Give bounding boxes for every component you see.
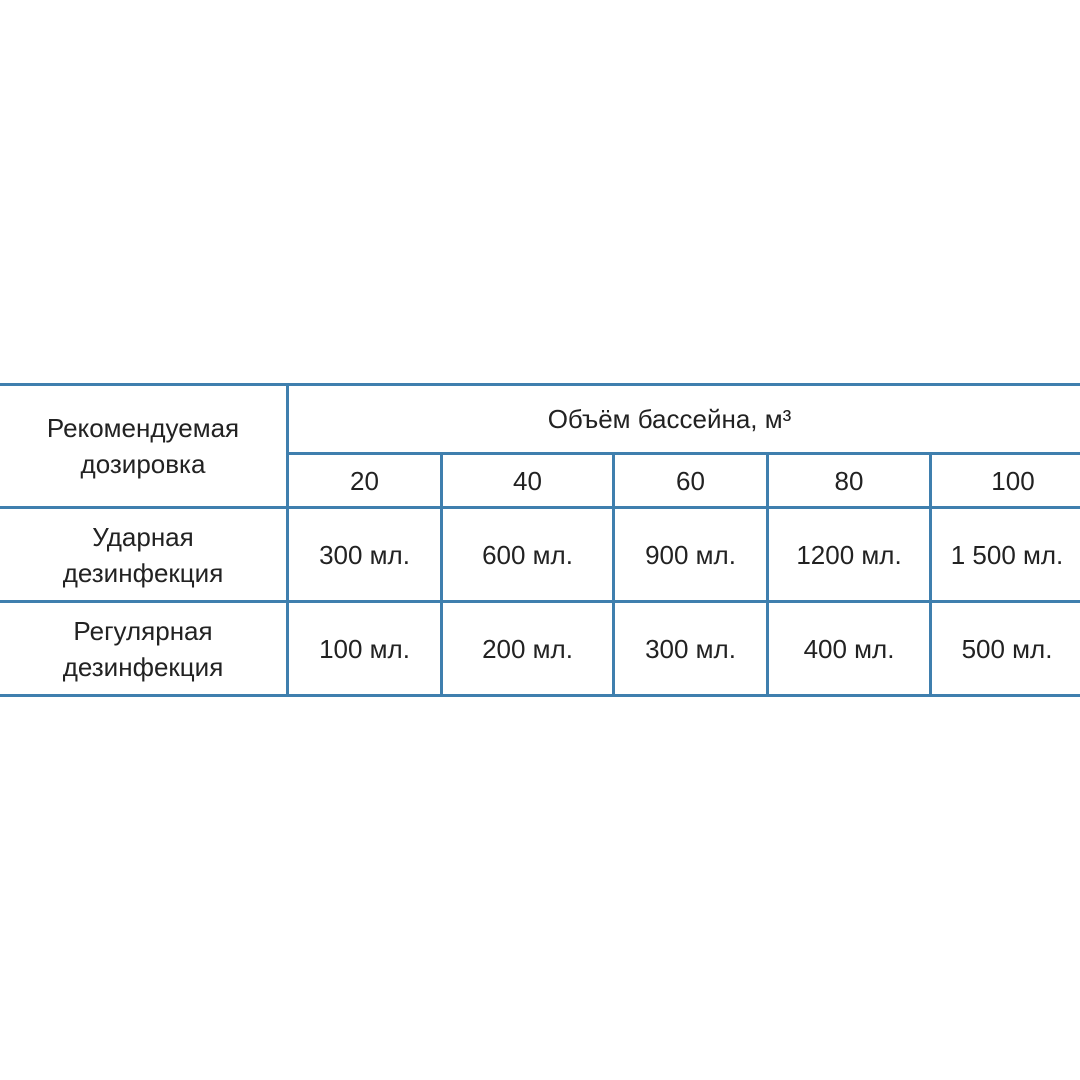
table-cell: 400 мл. (803, 633, 895, 664)
table-cell: 1 500 мл. (950, 539, 1064, 570)
table-border-row1-bottom (0, 600, 1080, 603)
row-label-regular: Регулярная дезинфекция (62, 615, 224, 682)
table-border-bottom (0, 694, 1080, 697)
group-header: Объём бассейна, м³ (547, 404, 792, 434)
table-cell: 300 мл. (645, 633, 736, 664)
table-cell: 500 мл. (961, 633, 1053, 664)
table-cell: 1200 мл. (796, 539, 902, 570)
table-cell: 300 мл. (319, 539, 410, 570)
table-border-col0 (286, 383, 289, 697)
table-border-col4 (929, 452, 932, 697)
table-border-col3 (766, 452, 769, 697)
table-border-col2 (612, 452, 615, 697)
table-border-col1 (440, 452, 443, 697)
table-border-header-bottom (0, 506, 1080, 509)
volume-header: 100 (991, 465, 1035, 496)
table-cell: 900 мл. (645, 539, 736, 570)
volume-header: 20 (350, 465, 379, 496)
table-border-top (0, 383, 1080, 386)
row-label-shock: Ударная дезинфекция (62, 521, 224, 588)
corner-header: Рекомендуемая дозировка (46, 413, 240, 479)
table-border-subheader (287, 452, 1080, 455)
table-cell: 100 мл. (319, 633, 410, 664)
table-cell: 600 мл. (482, 539, 573, 570)
volume-header: 60 (676, 465, 705, 496)
volume-header: 80 (834, 465, 864, 496)
table-cell: 200 мл. (482, 633, 573, 664)
volume-header: 40 (513, 465, 542, 496)
